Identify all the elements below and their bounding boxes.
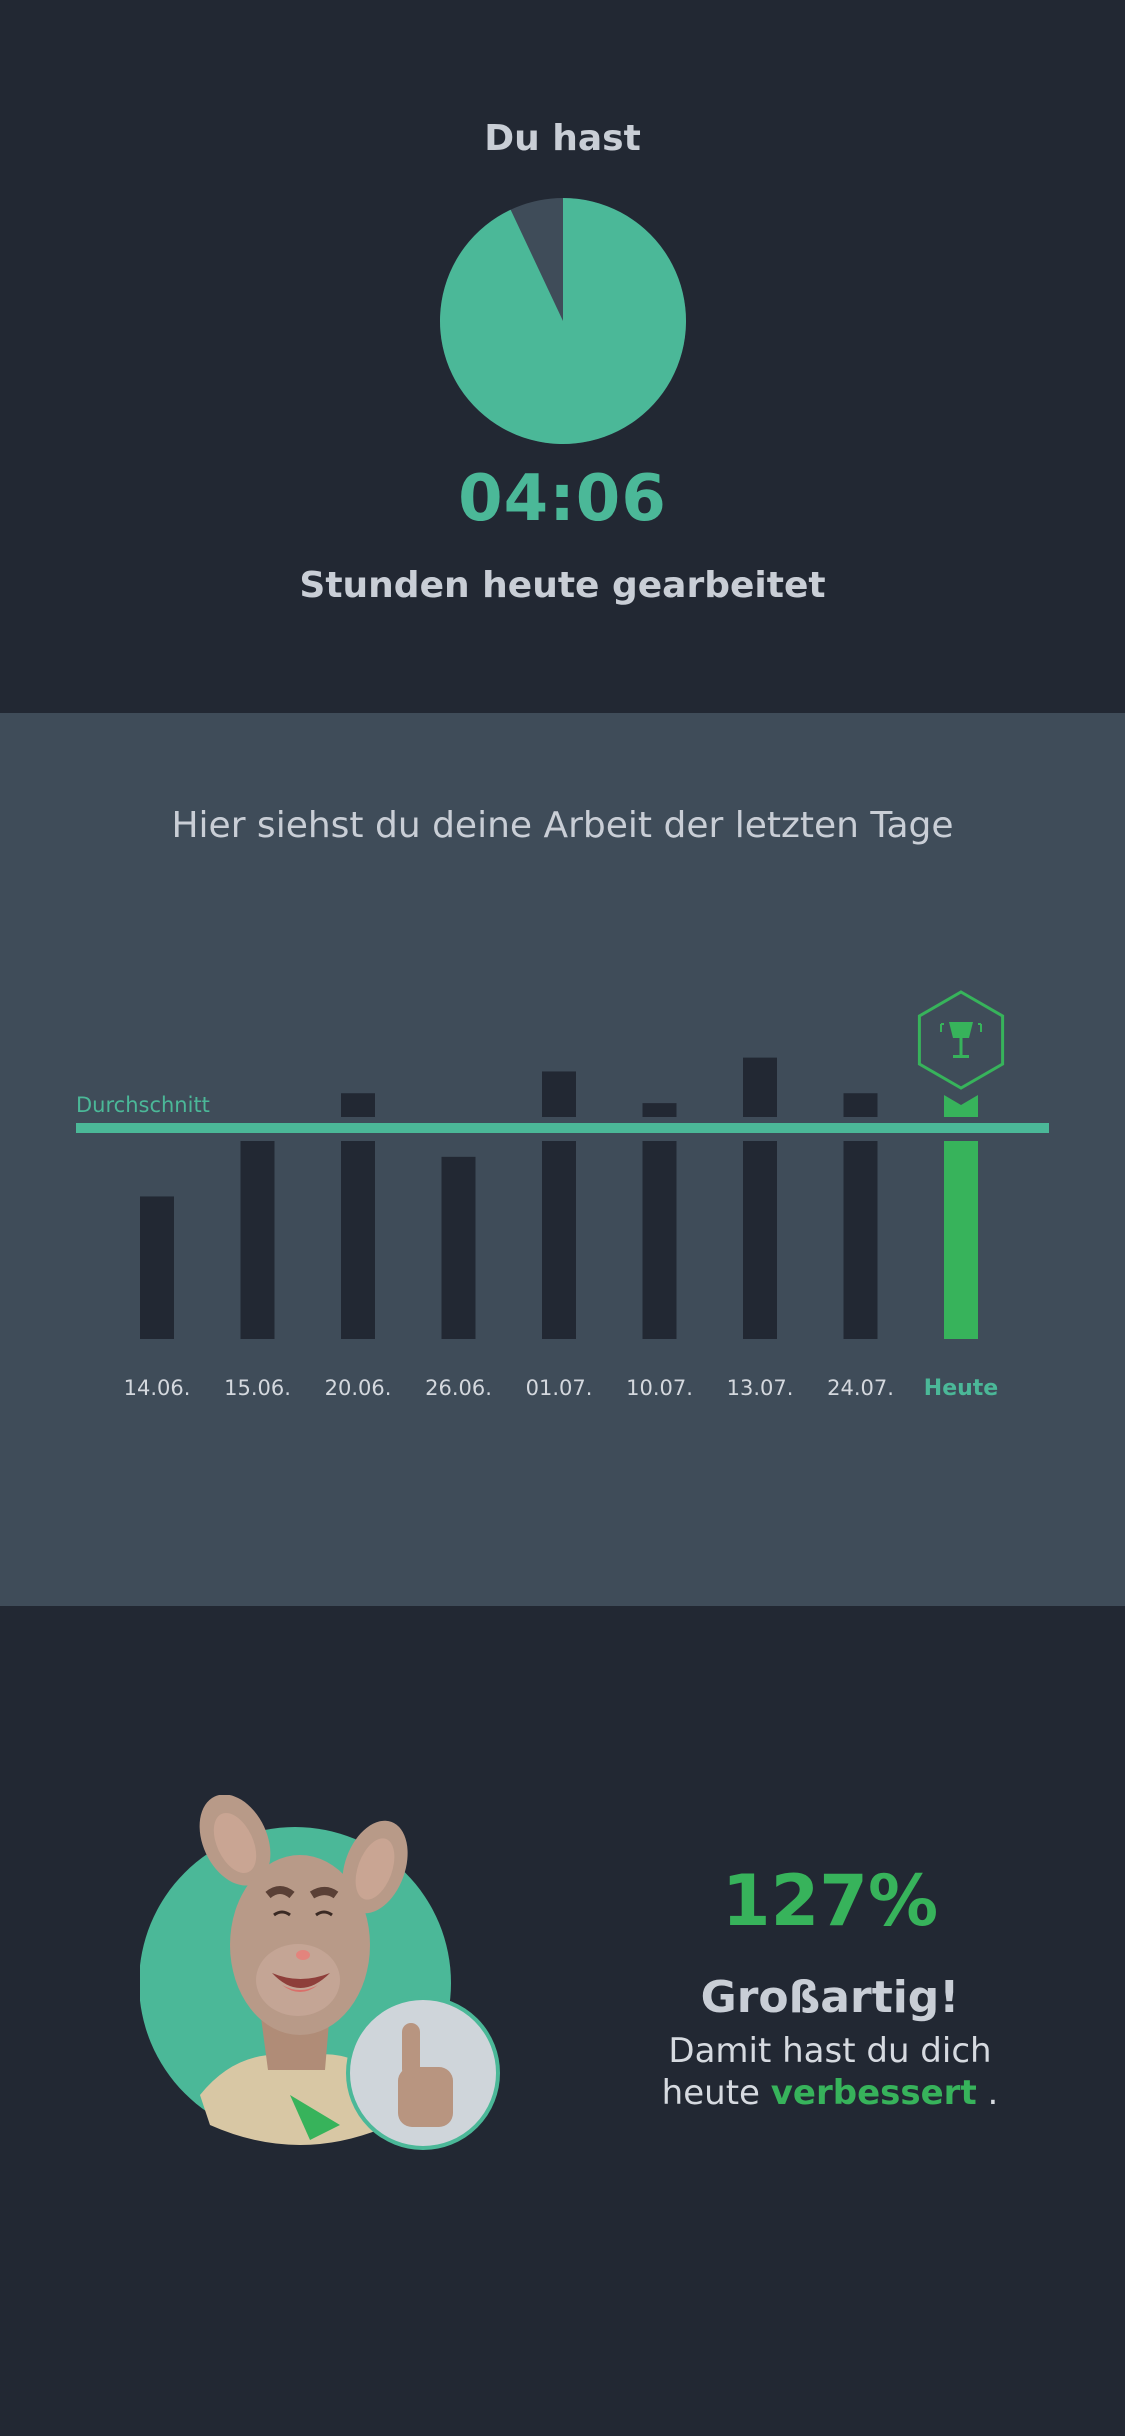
tick-label: 13.07. (727, 1376, 794, 1400)
tick-label-today: Heute (924, 1376, 998, 1401)
bar-today-over-average (944, 1095, 978, 1117)
tick-label: 10.07. (626, 1376, 693, 1400)
bar (140, 1196, 174, 1339)
history-bar-chart: 14.06. 15.06. 20.06. 26.06. 01.07. 10.07. 13.0… (76, 990, 1049, 1401)
result-line-1: Damit hast du dich (668, 2031, 992, 2071)
result-line-2-pre: heute (661, 2073, 771, 2113)
bar (441, 1156, 476, 1339)
bar (341, 1141, 375, 1339)
kangaroo-mascot (140, 1795, 500, 2150)
bar (542, 1141, 576, 1339)
bar-over-average (542, 1071, 576, 1117)
bar-over-average (642, 1103, 677, 1117)
pie-worked-slice (440, 198, 686, 444)
tick-label: 14.06. (124, 1376, 191, 1400)
result-line-2: heute verbessert . (600, 2072, 1060, 2114)
bar-today (944, 1141, 978, 1339)
tick-label: 24.07. (827, 1376, 894, 1400)
result-highlight: verbessert (770, 2073, 977, 2113)
result-headline: Großartig! (700, 1972, 960, 2023)
bar (743, 1141, 777, 1339)
bar-over-average (743, 1057, 777, 1117)
bar-over-average (341, 1093, 375, 1117)
history-title: Hier siehst du deine Arbeit der letzten … (171, 805, 954, 846)
result-message: Damit hast du dich heute verbessert . (600, 2030, 1060, 2114)
bar-over-average (843, 1093, 878, 1117)
tick-label: 26.06. (425, 1376, 492, 1400)
bar (642, 1141, 677, 1339)
worked-caption: Stunden heute gearbeitet (299, 565, 826, 606)
average-label: Durchschnitt (76, 1093, 210, 1117)
summary-heading: Du hast (484, 118, 641, 159)
bar (843, 1141, 878, 1339)
bar (240, 1141, 275, 1339)
tick-label: 20.06. (325, 1376, 392, 1400)
tick-label: 01.07. (526, 1376, 593, 1400)
thumbs-up-icon (398, 2023, 453, 2127)
average-line (76, 1123, 1049, 1133)
worked-time: 04:06 (458, 462, 667, 536)
tick-label: 15.06. (224, 1376, 291, 1400)
improvement-percent: 127% (721, 1860, 939, 1942)
result-line-2-post: . (976, 2073, 999, 2113)
trophy-icon (917, 990, 1005, 1090)
hours-pie-chart (440, 198, 686, 444)
